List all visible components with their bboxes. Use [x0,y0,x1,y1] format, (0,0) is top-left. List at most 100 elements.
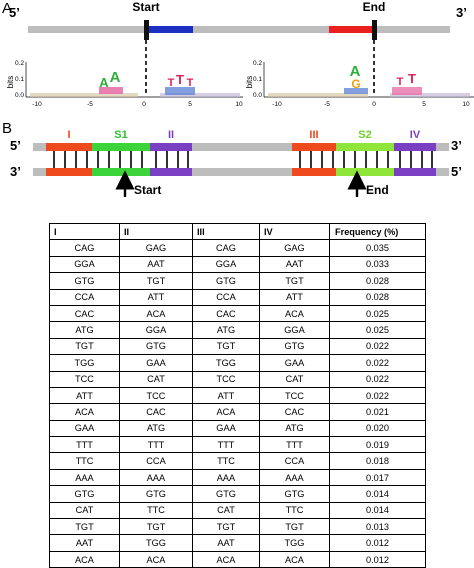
table-row: TCC CAT TCC CAT 0.022 [49,370,426,388]
table-cell: AAT [192,534,260,552]
base-pairs-right [299,151,433,168]
region-s2-block [336,168,394,176]
logo-letter: G [351,77,360,91]
table-cell: 0.022 [329,370,426,388]
table-cell: GGA [119,321,193,339]
region-iii-block [292,168,336,176]
table-cell: TGG [192,354,260,372]
table-cell: TGT [49,337,120,356]
table-cell: TTC [192,452,260,470]
table-row: ACA ACA ACA ACA 0.012 [49,550,426,568]
logo-letter: T [187,77,194,89]
table-cell: ACA [49,550,120,568]
table-cell: 0.021 [329,403,426,421]
panel-a-red-region [329,26,373,33]
figure: A 5’ 3’ Start End bits 0.2 0.1 0.0 -10 -… [2,0,474,197]
table-row: CAT TTC CAT TTC 0.014 [49,501,426,520]
column-header-ii: II [119,222,193,241]
table-row: CAG GAG CAG GAG 0.035 [49,239,426,257]
table-cell: CAT [49,501,120,520]
table-cell: AAT [49,534,120,552]
table-cell: 0.025 [329,304,426,323]
logo-y-tick: 0.1 [15,76,24,83]
logo-x-tick: -10 [272,101,282,108]
logo-letter: T [408,71,416,86]
column-header-iv: IV [259,222,330,241]
logo-x-tick: -10 [32,101,42,108]
region-label-i: I [67,129,70,141]
table-cell: ATG [192,321,260,339]
region-label-s1: S1 [114,129,127,141]
table-cell: CCA [49,288,120,306]
table-cell: 0.022 [329,386,426,405]
table-row: AAA AAA AAA AAA 0.017 [49,468,426,487]
table-cell: TCC [192,370,260,388]
table-cell: TTT [192,436,260,454]
logo-letter: T [176,72,184,87]
panel-b-five-prime-bottom: 5’ [451,164,462,179]
logo-y-tick: 0.2 [253,60,262,67]
table-cell: CAC [119,403,193,421]
start-label-b: Start [134,183,161,197]
table-row: GTG GTG GTG GTG 0.014 [49,485,426,503]
logo-y-tick: 0.1 [253,76,262,83]
table-cell: TTC [49,452,120,470]
table-cell: ATT [49,386,120,405]
end-label-a: End [363,0,386,14]
region-s1-block [92,168,150,176]
table-cell: GTG [259,485,330,503]
logo-letter: A [99,75,109,90]
table-cell: TGT [192,337,260,356]
table-cell: CAC [259,403,330,421]
logo-letter: T [168,77,175,89]
table-cell: CAT [259,370,330,388]
table-cell: CAC [49,304,120,323]
table-cell: CAG [192,239,260,257]
table-cell: 0.033 [329,255,426,274]
logo-letter: A [110,69,121,86]
table-cell: 0.019 [329,436,426,454]
region-iii-block [292,143,336,151]
table-cell: TTC [259,501,330,520]
table-cell: 0.014 [329,501,426,520]
region-label-iv: IV [410,129,421,141]
logo-x-tick: 5 [422,101,426,108]
table-cell: TGG [119,534,193,552]
table-cell: GAA [119,354,193,372]
table-cell: TGT [119,518,193,536]
logo-x-tick: 10 [235,101,243,108]
table-cell: 0.012 [329,534,426,552]
table-cell: ATG [49,321,120,339]
table-cell: 0.017 [329,468,426,487]
table-cell: GAA [49,419,120,438]
table-row: GAA ATG GAA ATG 0.020 [49,419,426,438]
panel-a-blue-region [148,26,193,33]
end-marker [372,20,377,40]
table-row: ATG GGA ATG GGA 0.025 [49,321,426,339]
table-row: TGT TGT TGT TGT 0.013 [49,518,426,536]
table-cell: TGT [192,518,260,536]
column-header-frequency: Frequency (%) [329,222,426,241]
table-cell: ATG [259,419,330,438]
logo-x-tick: 0 [142,101,146,108]
region-i-block [46,168,92,176]
logo-y-axis-label: bits [245,76,254,88]
table-row: CCA ATT CCA ATT 0.028 [49,288,426,306]
table-cell: 0.022 [329,354,426,372]
logo-x-tick: 5 [188,101,192,108]
panel-a-strand [28,26,450,33]
logo-letter: A [350,63,361,80]
table-row: GGA AAT GGA AAT 0.033 [49,255,426,274]
table-cell: TGG [259,534,330,552]
table-cell: TTT [119,436,193,454]
table-cell: 0.012 [329,550,426,568]
table-cell: CCA [192,288,260,306]
region-s1-block [92,143,150,151]
table-cell: GAG [119,239,193,257]
table-cell: GTG [119,337,193,356]
table-cell: AAT [259,255,330,274]
sequence-logo-left: bits 0.2 0.1 0.0 -10 -5 0 5 10 A A T T T [6,60,243,108]
table-cell: ACA [119,304,193,323]
logo-y-tick: 0.0 [253,92,262,99]
table-row: ATT TCC ATT TCC 0.022 [49,386,426,405]
